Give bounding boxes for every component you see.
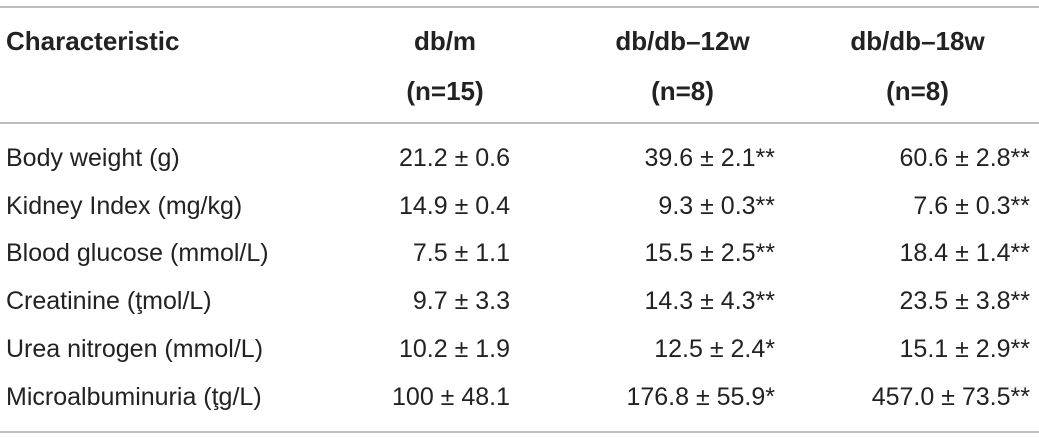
cell-dbm: 9.7 ± 3.3: [412, 287, 510, 315]
cell-dbdb-12w: 39.6 ± 2.1**: [644, 144, 775, 172]
cell-dbm: 14.9 ± 0.4: [398, 192, 510, 220]
cell-dbdb-18w: 60.6 ± 2.8**: [899, 144, 1030, 172]
cell-dbm: 21.2 ± 0.6: [398, 144, 510, 172]
table-top-rule: [0, 6, 1039, 8]
row-label: Urea nitrogen (mmol/L): [6, 335, 264, 363]
header-dbdb-12w-n: (n=8): [651, 76, 714, 106]
header-rule: [0, 122, 1039, 124]
row-label: Kidney Index (mg/kg): [6, 192, 243, 220]
cell-dbdb-18w: 457.0 ± 73.5**: [871, 383, 1030, 411]
cell-dbdb-12w: 12.5 ± 2.4*: [654, 335, 775, 363]
row-label: Body weight (g): [6, 144, 180, 172]
cell-dbdb-18w: 15.1 ± 2.9**: [899, 335, 1030, 363]
table-bottom-rule: [0, 431, 1039, 433]
cell-dbm: 100 ± 48.1: [392, 383, 510, 411]
header-dbm: db/m: [413, 26, 477, 56]
cell-dbm: 7.5 ± 1.1: [412, 239, 510, 267]
header-dbdb-12w: db/db–12w: [615, 26, 750, 56]
cell-dbm: 10.2 ± 1.9: [398, 335, 510, 363]
header-dbdb-18w: db/db–18w: [850, 26, 985, 56]
row-label: Blood glucose (mmol/L): [6, 239, 269, 267]
cell-dbdb-12w: 176.8 ± 55.9*: [626, 383, 775, 411]
row-label: Creatinine (ţmol/L): [6, 287, 212, 315]
cell-dbdb-18w: 7.6 ± 0.3**: [913, 192, 1030, 220]
cell-dbdb-18w: 18.4 ± 1.4**: [899, 239, 1030, 267]
cell-dbdb-18w: 23.5 ± 3.8**: [899, 287, 1030, 315]
header-characteristic: Characteristic: [6, 26, 180, 56]
cell-dbdb-12w: 9.3 ± 0.3**: [658, 192, 775, 220]
header-dbm-n: (n=15): [406, 76, 484, 106]
row-label: Microalbuminuria (ţg/L): [6, 383, 262, 411]
cell-dbdb-12w: 15.5 ± 2.5**: [644, 239, 775, 267]
header-dbdb-18w-n: (n=8): [886, 76, 949, 106]
cell-dbdb-12w: 14.3 ± 4.3**: [644, 287, 775, 315]
